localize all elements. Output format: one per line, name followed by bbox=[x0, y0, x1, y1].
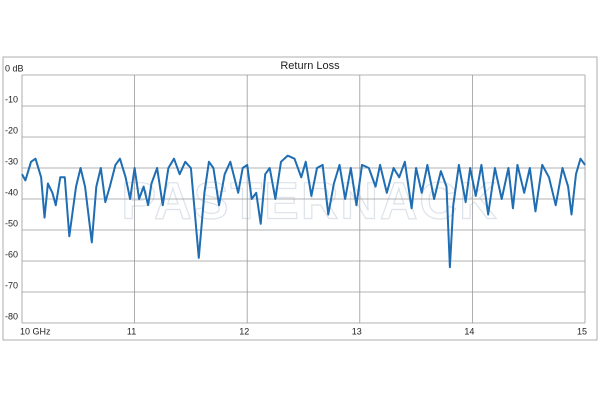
y-tick-label: -30 bbox=[5, 156, 18, 166]
y-tick-label: -80 bbox=[5, 311, 18, 321]
y-tick-label: 0 dB bbox=[5, 63, 24, 73]
y-tick-label: -40 bbox=[5, 187, 18, 197]
x-tick-label: 13 bbox=[352, 326, 362, 336]
chart-title: Return Loss bbox=[280, 60, 340, 72]
data-line bbox=[21, 154, 586, 269]
x-tick-label: 12 bbox=[239, 326, 249, 336]
x-tick-label: 11 bbox=[127, 326, 136, 336]
y-tick-label: -60 bbox=[5, 249, 18, 259]
y-tick-label: -20 bbox=[5, 125, 18, 135]
y-tick-label: -70 bbox=[5, 280, 18, 290]
x-tick-label: 15 bbox=[577, 326, 587, 336]
y-tick-label: -50 bbox=[5, 218, 18, 228]
x-tick-label: 10 GHz bbox=[20, 326, 51, 336]
x-tick-label: 14 bbox=[464, 326, 474, 336]
chart-frame bbox=[2, 56, 598, 341]
y-tick-label: -10 bbox=[5, 94, 18, 104]
